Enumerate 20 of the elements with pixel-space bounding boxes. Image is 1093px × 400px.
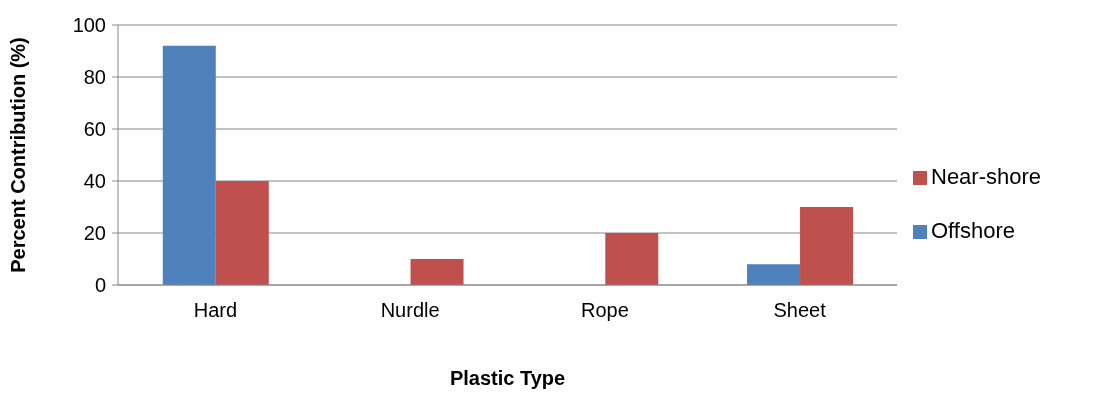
- legend-label: Near-shore: [931, 164, 1042, 189]
- x-axis-title: Plastic Type: [449, 367, 566, 389]
- y-tick-label: 20: [83, 222, 106, 245]
- x-tick-label: Rope: [580, 299, 629, 322]
- bar: [747, 264, 801, 285]
- bar: [800, 207, 854, 285]
- bar: [215, 181, 269, 285]
- y-axis-title: Percent Contribution (%): [7, 37, 30, 273]
- x-tick-label: Hard: [193, 299, 238, 322]
- y-tick-label: 40: [83, 170, 106, 193]
- y-tick-label: 60: [83, 118, 106, 141]
- x-tick-label: Sheet: [773, 299, 827, 322]
- bar: [162, 45, 216, 285]
- bar: [410, 259, 464, 285]
- bar: [605, 233, 659, 285]
- x-tick-label: Nurdle: [380, 299, 440, 322]
- legend-label: Offshore: [931, 218, 1015, 243]
- y-tick-label: 100: [72, 14, 106, 37]
- y-tick-label: 80: [83, 66, 106, 89]
- y-tick-label: 0: [94, 274, 106, 297]
